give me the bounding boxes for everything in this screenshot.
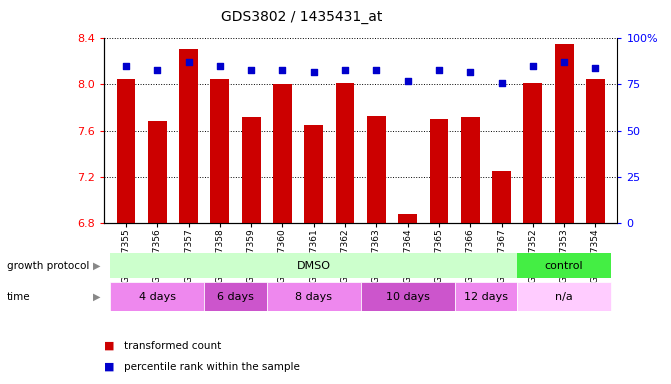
Text: 10 days: 10 days	[386, 291, 429, 302]
Bar	[492, 171, 511, 223]
Bar	[242, 117, 260, 223]
Text: ■: ■	[104, 341, 115, 351]
Bar	[267, 282, 361, 311]
Text: transformed count: transformed count	[124, 341, 221, 351]
Point	[152, 67, 162, 73]
Bar	[361, 282, 454, 311]
Text: GDS3802 / 1435431_at: GDS3802 / 1435431_at	[221, 10, 382, 23]
Bar	[398, 214, 417, 223]
Bar	[367, 116, 386, 223]
Text: control: control	[545, 261, 583, 271]
Point	[590, 65, 601, 71]
Text: 6 days: 6 days	[217, 291, 254, 302]
Point	[402, 78, 413, 84]
Bar	[211, 79, 229, 223]
Point	[277, 67, 288, 73]
Bar	[555, 44, 574, 223]
Bar	[117, 79, 136, 223]
Bar	[461, 117, 480, 223]
Text: 12 days: 12 days	[464, 291, 508, 302]
Text: DMSO: DMSO	[297, 261, 331, 271]
Text: 8 days: 8 days	[295, 291, 332, 302]
Text: 4 days: 4 days	[139, 291, 176, 302]
Bar	[517, 253, 611, 278]
Bar	[336, 83, 354, 223]
Text: time: time	[7, 291, 30, 302]
Bar	[148, 121, 166, 223]
Text: ▶: ▶	[93, 261, 101, 271]
Point	[340, 67, 350, 73]
Bar	[517, 282, 611, 311]
Point	[121, 63, 132, 69]
Bar	[110, 282, 204, 311]
Point	[215, 63, 225, 69]
Text: percentile rank within the sample: percentile rank within the sample	[124, 362, 300, 372]
Bar	[273, 84, 292, 223]
Bar	[204, 282, 267, 311]
Bar	[523, 83, 542, 223]
Point	[246, 67, 256, 73]
Bar	[110, 253, 517, 278]
Point	[433, 67, 444, 73]
Text: growth protocol: growth protocol	[7, 261, 89, 271]
Bar	[429, 119, 448, 223]
Bar	[454, 282, 517, 311]
Point	[496, 79, 507, 86]
Bar	[586, 79, 605, 223]
Point	[465, 68, 476, 74]
Text: ■: ■	[104, 362, 115, 372]
Point	[559, 59, 570, 65]
Bar	[179, 49, 198, 223]
Point	[309, 68, 319, 74]
Text: ▶: ▶	[93, 291, 101, 302]
Text: n/a: n/a	[555, 291, 573, 302]
Bar	[305, 125, 323, 223]
Point	[527, 63, 538, 69]
Point	[371, 67, 382, 73]
Point	[183, 59, 194, 65]
